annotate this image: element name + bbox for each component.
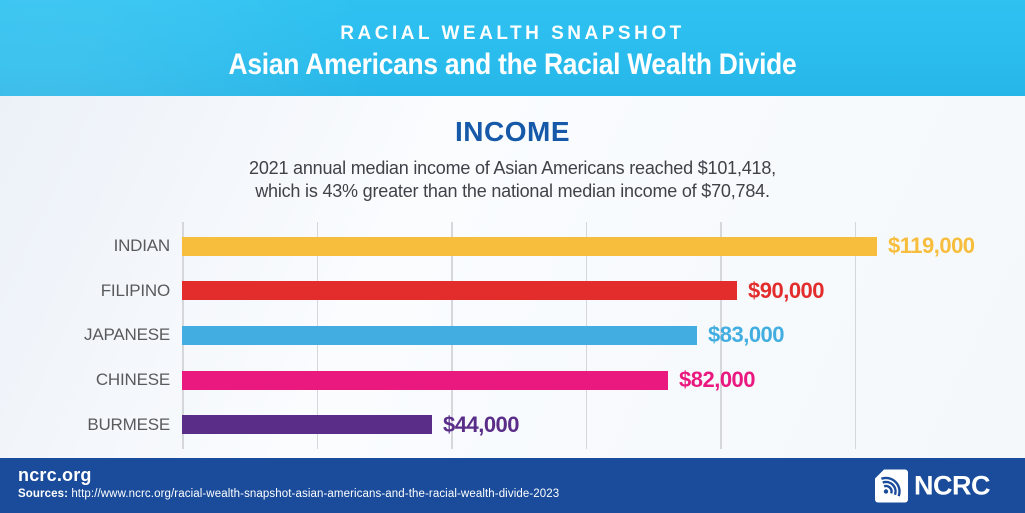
bar-value-label: $83,000	[708, 322, 785, 348]
report-title: Asian Americans and the Racial Wealth Di…	[228, 48, 797, 81]
chart-row: JAPANESE $83,000	[65, 313, 1010, 358]
ncrc-shell-icon	[875, 469, 908, 502]
bar-category-label: INDIAN	[113, 236, 171, 256]
header-banner: RACIAL WEALTH SNAPSHOT Asian Americans a…	[0, 0, 1025, 96]
income-bar-chart: INDIAN $119,000 FILIPINO $90,000 JAPANESE $83…	[65, 222, 1010, 449]
report-kicker: RACIAL WEALTH SNAPSHOT	[340, 23, 685, 44]
ncrc-logo: NCRC	[875, 469, 991, 502]
bar-value-label: $82,000	[679, 367, 756, 393]
bar-value-label: $44,000	[443, 411, 520, 437]
sources-url-link[interactable]: http://www.ncrc.org/racial-wealth-snapsh…	[71, 488, 560, 500]
chart-rows: INDIAN $119,000 FILIPINO $90,000 JAPANESE $83…	[65, 224, 1010, 447]
chart-row: FILIPINO $90,000	[65, 269, 1010, 314]
section-title: INCOME	[455, 116, 570, 147]
footer-site-link[interactable]: ncrc.org	[18, 465, 92, 485]
footer-text-block: ncrc.org Sources: http://www.ncrc.org/ra…	[18, 465, 559, 500]
bar-value-label: $119,000	[888, 233, 975, 259]
subtitle-line-1: 2021 annual median income of Asian Ameri…	[249, 158, 776, 178]
bar-category-label: CHINESE	[95, 370, 170, 390]
chart-row: CHINESE $82,000	[65, 358, 1010, 403]
income-bar	[182, 325, 697, 345]
chart-row: INDIAN $119,000	[65, 224, 1010, 269]
chart-row: BURMESE $44,000	[65, 402, 1010, 447]
ncrc-logo-text: NCRC	[914, 470, 991, 500]
sources-label: Sources:	[18, 488, 69, 500]
footer-bar: ncrc.org Sources: http://www.ncrc.org/ra…	[0, 458, 1025, 513]
bar-category-label: BURMESE	[87, 414, 170, 434]
income-bar	[182, 281, 737, 301]
section-subtitle: 2021 annual median income of Asian Ameri…	[0, 157, 1025, 203]
bar-category-label: FILIPINO	[100, 280, 170, 300]
bar-value-label: $90,000	[748, 277, 825, 303]
gridline	[854, 222, 856, 449]
gridline	[720, 222, 722, 449]
footer-sources: Sources: http://www.ncrc.org/racial-weal…	[18, 488, 559, 500]
subtitle-line-2: which is 43% greater than the national m…	[255, 181, 770, 201]
income-section: INCOME 2021 annual median income of Asia…	[0, 96, 1025, 458]
bar-category-label: JAPANESE	[84, 325, 170, 345]
income-bar	[182, 370, 668, 390]
income-bar	[182, 236, 877, 256]
income-bar	[182, 415, 432, 435]
